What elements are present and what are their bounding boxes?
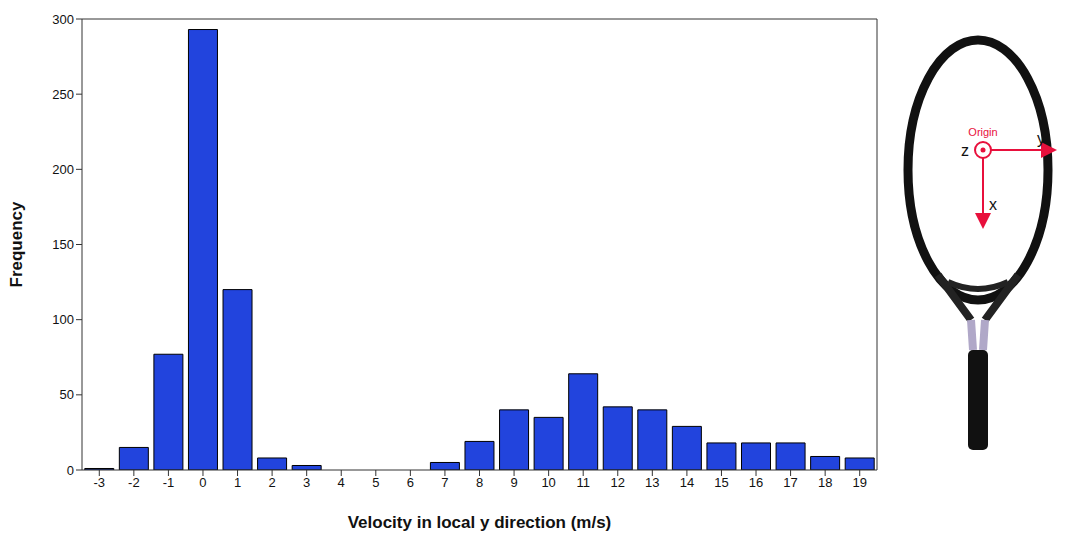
svg-text:0: 0	[199, 475, 206, 490]
svg-text:Origin: Origin	[968, 126, 997, 138]
svg-text:4: 4	[338, 475, 345, 490]
svg-text:11: 11	[576, 475, 590, 490]
svg-text:0: 0	[67, 463, 74, 478]
svg-text:17: 17	[783, 475, 797, 490]
svg-text:8: 8	[476, 475, 483, 490]
svg-text:z: z	[961, 142, 969, 159]
svg-text:10: 10	[541, 475, 555, 490]
svg-text:6: 6	[407, 475, 414, 490]
svg-text:y: y	[1037, 130, 1045, 147]
svg-text:16: 16	[749, 475, 763, 490]
svg-text:100: 100	[52, 312, 74, 327]
svg-text:19: 19	[852, 475, 866, 490]
svg-text:-1: -1	[163, 475, 175, 490]
svg-text:7: 7	[441, 475, 448, 490]
svg-text:12: 12	[611, 475, 625, 490]
svg-text:-3: -3	[94, 475, 106, 490]
svg-text:2: 2	[268, 475, 275, 490]
svg-text:13: 13	[645, 475, 659, 490]
svg-text:5: 5	[372, 475, 379, 490]
svg-text:-2: -2	[128, 475, 140, 490]
svg-text:150: 150	[52, 237, 74, 252]
svg-text:200: 200	[52, 162, 74, 177]
svg-text:15: 15	[714, 475, 728, 490]
svg-text:3: 3	[303, 475, 310, 490]
svg-text:300: 300	[52, 12, 74, 27]
svg-text:250: 250	[52, 87, 74, 102]
svg-text:18: 18	[818, 475, 832, 490]
svg-text:14: 14	[680, 475, 694, 490]
svg-text:1: 1	[234, 475, 241, 490]
svg-text:x: x	[989, 196, 997, 213]
svg-text:50: 50	[60, 387, 74, 402]
svg-text:Frequency: Frequency	[7, 201, 26, 288]
svg-text:9: 9	[510, 475, 517, 490]
svg-text:Velocity in local y direction: Velocity in local y direction (m/s)	[348, 513, 612, 532]
